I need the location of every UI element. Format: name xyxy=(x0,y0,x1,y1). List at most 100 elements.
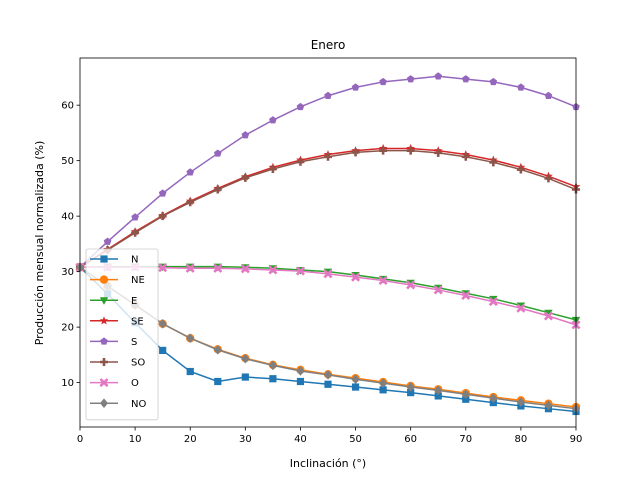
data-point-S-25 xyxy=(213,149,222,157)
legend-marker-NE xyxy=(99,275,109,284)
data-point-NO-65 xyxy=(434,385,443,396)
data-point-S-20 xyxy=(186,168,195,176)
data-point-SO-10 xyxy=(131,228,140,237)
data-point-S-10 xyxy=(131,213,139,221)
x-tick-label-80: 80 xyxy=(515,434,528,445)
data-point-SO-20 xyxy=(186,198,195,207)
data-point-NO-50 xyxy=(351,374,360,385)
x-tick-label-40: 40 xyxy=(294,434,307,445)
data-point-N-50 xyxy=(351,383,360,391)
x-tick-label-30: 30 xyxy=(239,434,252,445)
data-point-N-45 xyxy=(324,380,332,388)
legend-entry-NE: NE xyxy=(90,275,145,286)
data-point-S-65 xyxy=(434,72,443,80)
y-axis-label: Producción mensual normalizada (%) xyxy=(33,141,46,346)
data-point-O-20 xyxy=(185,263,195,273)
y-tick-label-20: 20 xyxy=(61,323,74,334)
legend-label-NE: NE xyxy=(131,275,145,286)
data-point-SO-40 xyxy=(296,157,305,166)
x-tick-label-70: 70 xyxy=(459,434,472,445)
data-point-SO-60 xyxy=(406,146,415,155)
legend-marker-SE xyxy=(99,316,109,325)
data-point-O-70 xyxy=(461,290,471,301)
legend-label-O: O xyxy=(131,378,139,389)
y-tick-label-10: 10 xyxy=(61,378,74,389)
data-point-S-50 xyxy=(351,83,360,91)
data-point-NO-20 xyxy=(186,333,195,344)
legend-label-NO: NO xyxy=(131,399,146,410)
legend-box xyxy=(85,248,159,421)
data-point-S-30 xyxy=(241,131,250,139)
legend: N NE E SE S SO O NO xyxy=(85,248,159,421)
data-point-NO-40 xyxy=(296,366,305,376)
data-point-O-55 xyxy=(378,275,388,286)
data-point-N-20 xyxy=(186,367,194,376)
data-point-NO-15 xyxy=(158,318,167,329)
data-point-O-25 xyxy=(213,263,223,273)
data-point-S-55 xyxy=(379,77,387,86)
data-point-N-55 xyxy=(379,386,387,394)
data-point-NO-80 xyxy=(516,397,525,407)
data-point-O-85 xyxy=(543,311,553,321)
series-S xyxy=(76,72,580,271)
data-point-SO-35 xyxy=(268,164,277,173)
data-point-E-85 xyxy=(544,309,553,318)
data-point-S-35 xyxy=(269,116,277,124)
series-layer xyxy=(75,72,581,416)
data-point-S-40 xyxy=(296,102,305,111)
data-point-SO-50 xyxy=(351,148,360,157)
data-point-O-65 xyxy=(433,285,443,295)
data-point-NO-60 xyxy=(406,382,415,392)
data-point-NO-25 xyxy=(213,345,222,355)
data-point-NO-45 xyxy=(324,370,332,380)
data-point-SO-45 xyxy=(324,152,332,161)
data-point-SO-25 xyxy=(213,185,222,194)
data-point-NO-70 xyxy=(461,389,470,400)
data-point-O-80 xyxy=(516,303,526,313)
data-point-S-45 xyxy=(324,91,332,99)
y-tick-label-50: 50 xyxy=(61,156,74,167)
x-tick-label-50: 50 xyxy=(349,434,362,445)
data-point-SO-70 xyxy=(461,152,470,161)
y-tick-label-60: 60 xyxy=(61,101,74,112)
legend-marker-N xyxy=(100,255,108,263)
legend-entry-N: N xyxy=(90,255,138,266)
x-tick-label-90: 90 xyxy=(570,434,583,445)
y-tick-label-30: 30 xyxy=(61,267,74,278)
data-point-N-30 xyxy=(241,373,249,381)
legend-marker-E xyxy=(99,297,109,305)
legend-marker-SO xyxy=(100,358,108,366)
legend-marker-O xyxy=(99,378,109,388)
data-point-NO-85 xyxy=(544,400,553,411)
data-point-SO-65 xyxy=(434,148,443,157)
legend-label-SE: SE xyxy=(131,316,144,327)
x-tick-label-20: 20 xyxy=(184,434,197,445)
data-point-S-85 xyxy=(544,91,553,99)
data-point-NO-55 xyxy=(379,378,388,388)
data-point-N-60 xyxy=(407,388,415,397)
legend-entry-NO: NO xyxy=(90,398,146,410)
data-point-NO-75 xyxy=(489,393,498,403)
data-point-S-70 xyxy=(461,75,470,83)
data-point-S-5 xyxy=(103,237,112,245)
data-point-S-75 xyxy=(489,77,498,86)
data-point-SO-55 xyxy=(379,146,388,155)
legend-label-SO: SO xyxy=(131,358,145,369)
y-tick-label-40: 40 xyxy=(61,212,74,223)
data-point-N-70 xyxy=(462,395,470,403)
data-point-NO-35 xyxy=(268,360,277,371)
x-tick-label-0: 0 xyxy=(77,434,83,445)
data-point-N-35 xyxy=(269,375,277,383)
data-point-SO-85 xyxy=(544,174,553,183)
axes-layer: 0 10 20 30 40 50 60 70 80 90 10 20 30 40 50 60 xyxy=(61,57,583,445)
legend-marker-S xyxy=(100,337,108,345)
data-point-O-40 xyxy=(295,266,305,276)
data-point-SO-15 xyxy=(158,212,167,221)
legend-label-N: N xyxy=(131,255,138,266)
legend-entry-E: E xyxy=(90,296,137,307)
x-tick-label-10: 10 xyxy=(129,434,142,445)
data-point-O-75 xyxy=(488,297,498,307)
data-point-N-15 xyxy=(159,346,167,355)
data-point-SO-75 xyxy=(489,158,498,167)
